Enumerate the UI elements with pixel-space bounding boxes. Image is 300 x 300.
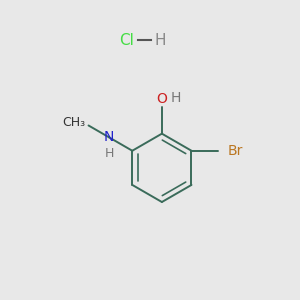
Text: O: O (157, 92, 167, 106)
Text: H: H (155, 32, 166, 47)
Text: H: H (170, 91, 181, 105)
Text: N: N (104, 130, 114, 144)
Text: Cl: Cl (119, 32, 134, 47)
Text: CH₃: CH₃ (62, 116, 86, 129)
Text: H: H (104, 147, 114, 160)
Text: Br: Br (228, 144, 243, 158)
